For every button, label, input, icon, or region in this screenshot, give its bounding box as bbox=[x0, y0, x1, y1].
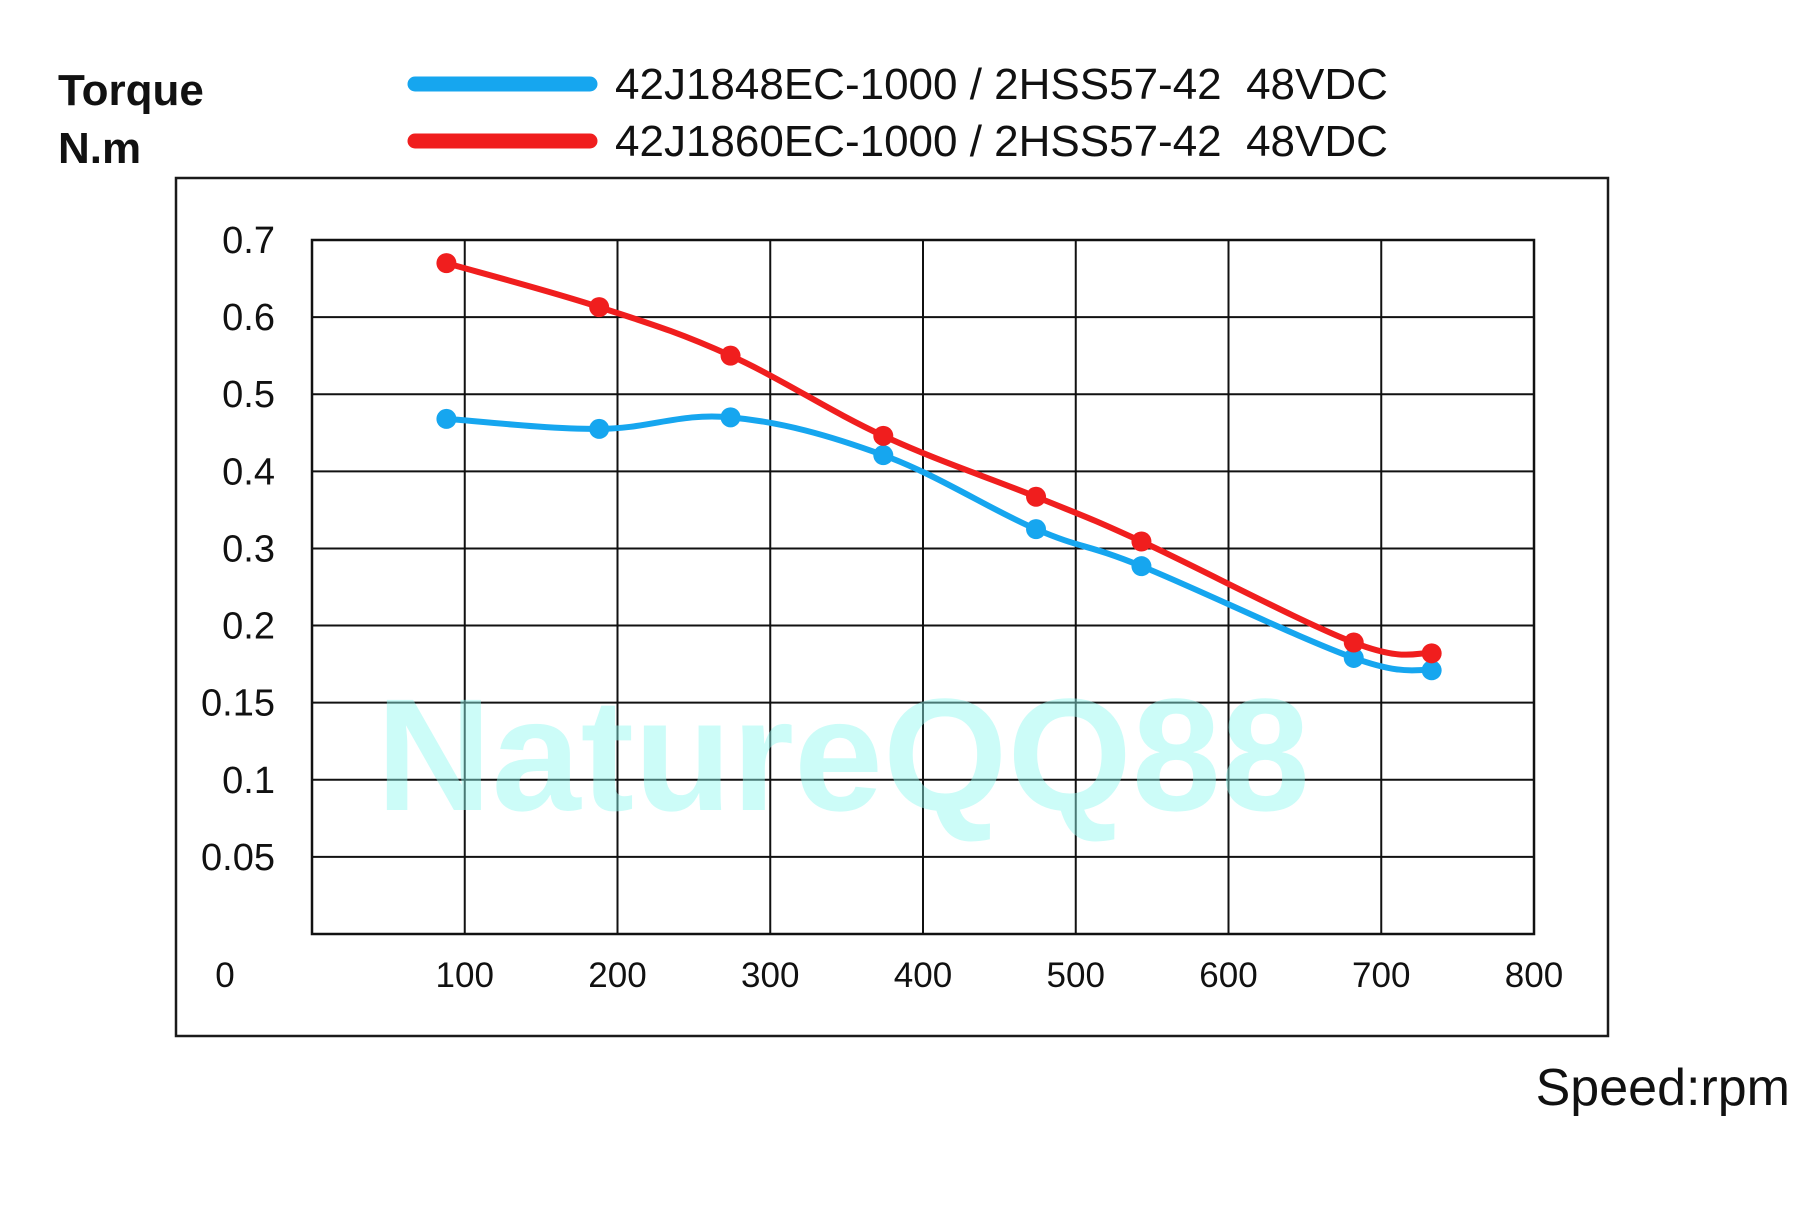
data-point bbox=[873, 425, 894, 446]
data-point bbox=[436, 408, 457, 429]
data-point bbox=[1343, 632, 1364, 653]
legend-label: 42J1860EC-1000 / 2HSS57-42 48VDC bbox=[615, 117, 1388, 166]
data-point bbox=[1131, 531, 1152, 552]
x-tick-label: 500 bbox=[1047, 956, 1105, 995]
y-tick-label: 0.2 bbox=[222, 606, 275, 648]
y-tick-label: 0.15 bbox=[201, 683, 275, 725]
y-tick-label: 0.7 bbox=[222, 220, 275, 262]
data-point bbox=[1343, 647, 1364, 668]
y-axis-label: Torque bbox=[58, 66, 204, 115]
data-point bbox=[589, 418, 610, 439]
data-point bbox=[873, 445, 894, 466]
data-point bbox=[720, 407, 741, 428]
data-point bbox=[589, 297, 610, 318]
legend-label: 42J1848EC-1000 / 2HSS57-42 48VDC bbox=[615, 60, 1388, 109]
data-point bbox=[1026, 519, 1047, 540]
series-group bbox=[436, 407, 1442, 681]
data-point bbox=[1421, 643, 1442, 664]
data-point bbox=[720, 345, 741, 366]
series-line bbox=[443, 413, 1435, 674]
data-point bbox=[436, 253, 457, 274]
watermark-text: NatureQQ88 bbox=[376, 665, 1310, 844]
data-point bbox=[1131, 556, 1152, 577]
x-tick-label: 700 bbox=[1352, 956, 1410, 995]
x-tick-label: 400 bbox=[894, 956, 952, 995]
y-tick-label: 0.5 bbox=[222, 374, 275, 416]
y-tick-label: 0.1 bbox=[222, 760, 275, 802]
x-tick-label: 100 bbox=[436, 956, 494, 995]
x-tick-label: 300 bbox=[741, 956, 799, 995]
x-tick-label: 800 bbox=[1505, 956, 1563, 995]
x-axis-label: Speed:rpm bbox=[1536, 1059, 1790, 1117]
data-point bbox=[1421, 660, 1442, 681]
x-tick-label: 200 bbox=[588, 956, 646, 995]
y-tick-label: 0.3 bbox=[222, 528, 275, 570]
x-tick-label: 0 bbox=[215, 956, 234, 995]
series-group bbox=[436, 253, 1442, 664]
y-axis-unit-label: N.m bbox=[58, 124, 141, 173]
data-point bbox=[1026, 486, 1047, 507]
x-tick-label: 600 bbox=[1199, 956, 1257, 995]
y-tick-label: 0.05 bbox=[201, 837, 275, 879]
y-tick-label: 0.4 bbox=[222, 451, 275, 493]
y-tick-label: 0.6 bbox=[222, 297, 275, 339]
series-line bbox=[443, 260, 1435, 658]
outer-frame bbox=[174, 176, 1610, 1038]
